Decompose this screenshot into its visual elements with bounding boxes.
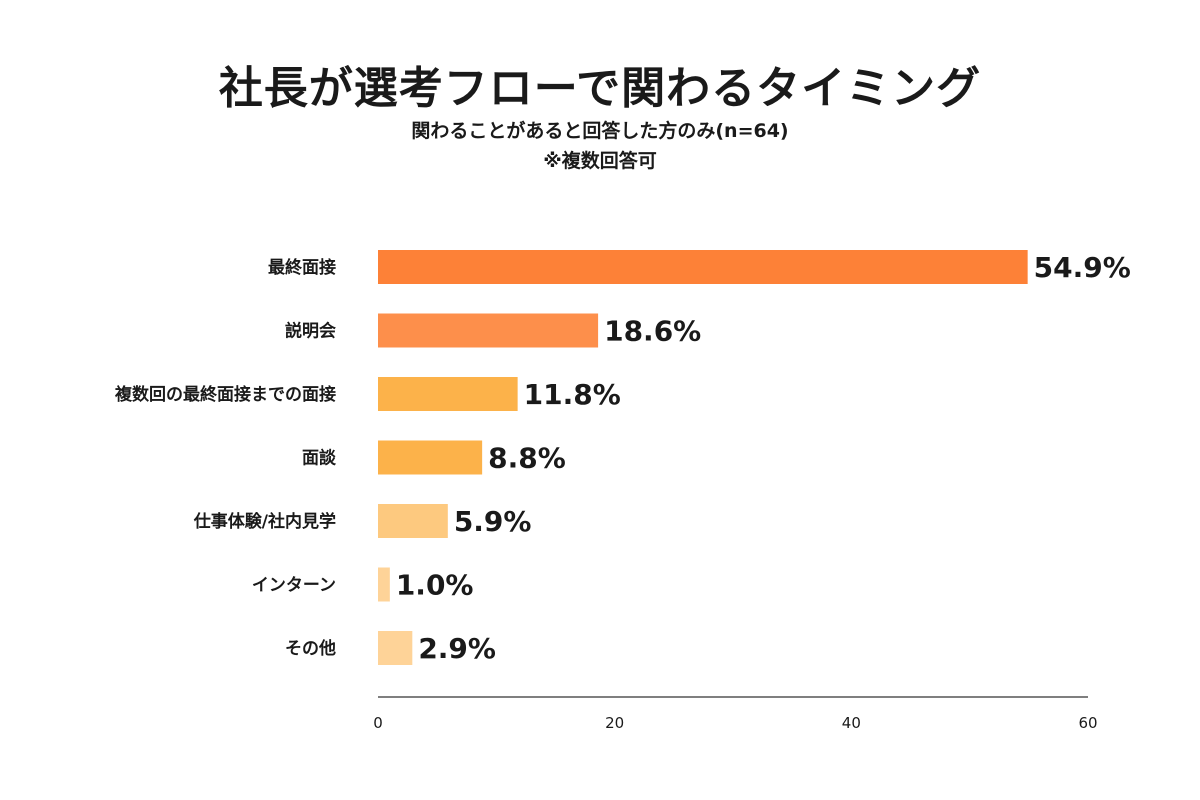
value-label: 11.8% — [524, 378, 621, 411]
category-label: 説明会 — [285, 321, 336, 342]
value-label: 1.0% — [396, 569, 474, 602]
value-label: 5.9% — [454, 505, 532, 538]
value-label: 8.8% — [488, 442, 566, 475]
x-tick-label: 0 — [373, 714, 383, 732]
category-label: 面談 — [302, 448, 337, 469]
x-tick-label: 60 — [1078, 714, 1097, 732]
bar — [378, 250, 1028, 284]
category-label: 複数回の最終面接までの面接 — [114, 384, 336, 405]
bar — [378, 377, 518, 411]
category-label: インターン — [252, 576, 336, 596]
bar — [378, 313, 599, 348]
value-label: 54.9% — [1034, 251, 1131, 284]
category-label: その他 — [285, 638, 336, 659]
x-tick-label: 40 — [842, 714, 861, 732]
category-label: 仕事体験/社内見学 — [193, 511, 336, 532]
chart-subtitle: 関わることがあると回答した方のみ(n=64) — [411, 120, 789, 142]
bar — [378, 567, 390, 602]
value-label: 2.9% — [418, 632, 496, 665]
chart-title: 社長が選考フローで関わるタイミング — [218, 63, 982, 114]
category-label: 最終面接 — [268, 257, 336, 278]
bar — [378, 631, 413, 665]
bar — [378, 504, 448, 538]
bar — [378, 440, 483, 475]
x-tick-label: 20 — [605, 714, 624, 732]
chart-note: ※複数回答可 — [543, 150, 657, 172]
value-label: 18.6% — [604, 315, 701, 348]
